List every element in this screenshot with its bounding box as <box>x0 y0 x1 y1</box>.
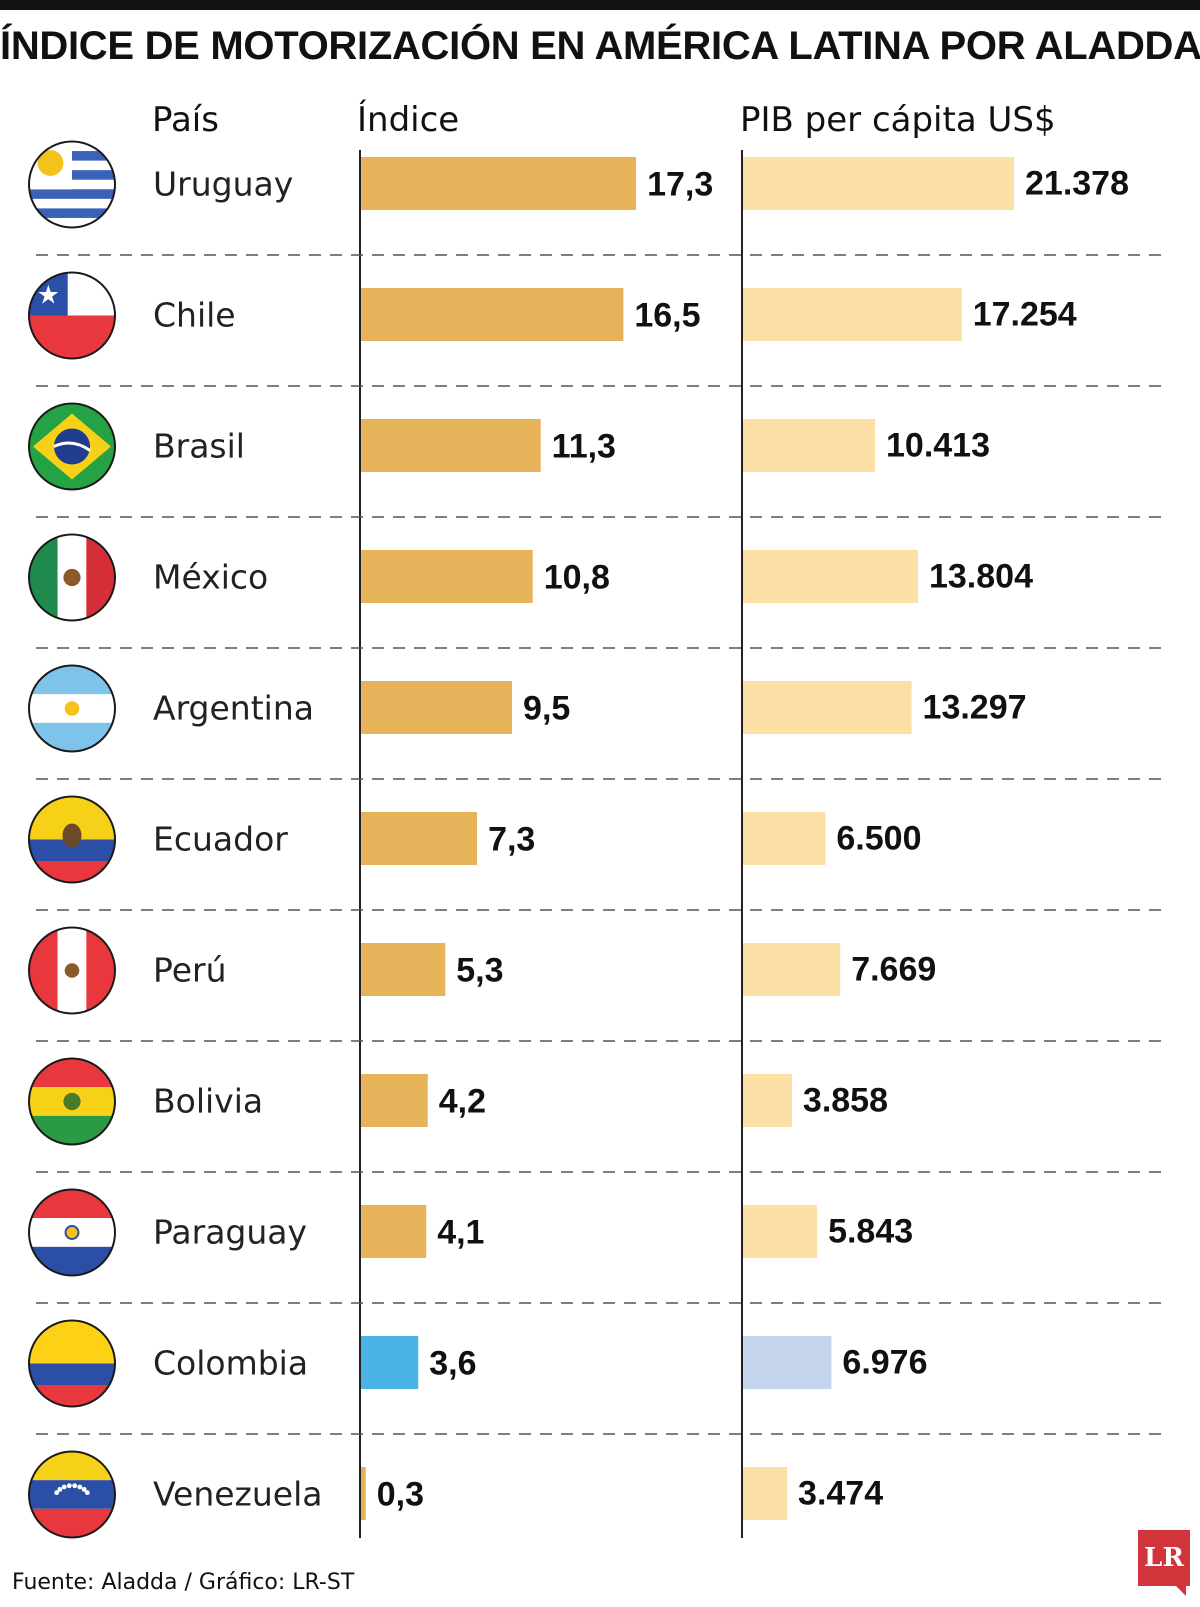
gdp-value-label: 13.804 <box>929 558 1033 596</box>
mexico-flag <box>28 533 116 622</box>
index-value-label: 16,5 <box>634 297 700 335</box>
index-value-label: 17,3 <box>647 166 713 204</box>
country-label: Uruguay <box>153 165 293 204</box>
svg-text:★: ★ <box>37 280 60 310</box>
index-value-label: 4,1 <box>437 1214 484 1252</box>
country-header: País <box>152 100 219 140</box>
index-value-label: 4,2 <box>439 1083 486 1121</box>
country-label: Bolivia <box>153 1082 263 1121</box>
uruguay-flag <box>28 140 116 229</box>
gdp-value-label: 17.254 <box>973 296 1077 334</box>
index-value-label: 10,8 <box>544 559 610 597</box>
index-value-label: 3,6 <box>429 1345 476 1383</box>
chart-title: ÍNDICE DE MOTORIZACIÓN EN AMÉRICA LATINA… <box>0 24 1200 68</box>
index-value-label: 0,3 <box>377 1476 424 1514</box>
bolivia-flag <box>28 1057 116 1146</box>
index-bar <box>361 550 533 603</box>
index-bar <box>361 419 541 472</box>
source-footer: Fuente: Aladda / Gráfico: LR-ST <box>12 1570 355 1595</box>
chile-flag: ★ <box>28 271 116 360</box>
gdp-axis <box>741 150 743 1538</box>
gdp-value-label: 3.858 <box>803 1082 888 1120</box>
gdp-bar <box>743 1074 792 1127</box>
gdp-value-label: 6.500 <box>836 820 921 858</box>
gdp-bar <box>743 812 826 865</box>
gdp-bar <box>743 681 912 734</box>
country-label: Perú <box>153 951 227 990</box>
gdp-bar <box>743 1205 818 1258</box>
lr-logo: LR <box>1138 1530 1190 1596</box>
gdp-bar <box>743 550 918 603</box>
index-bar <box>361 288 624 341</box>
colombia-flag <box>28 1319 116 1408</box>
index-bar <box>361 943 446 996</box>
gdp-bar <box>743 288 962 341</box>
index-bar <box>361 1467 366 1520</box>
index-value-label: 7,3 <box>488 821 535 859</box>
top-rule <box>0 0 1200 10</box>
gdp-bar <box>743 419 876 472</box>
index-value-label: 5,3 <box>456 952 503 990</box>
argentina-flag <box>28 664 116 753</box>
index-value-label: 11,3 <box>552 428 616 466</box>
index-header: Índice <box>357 100 460 140</box>
country-label: Chile <box>153 296 236 335</box>
country-label: Ecuador <box>153 820 288 859</box>
paraguay-flag <box>28 1188 116 1277</box>
peru-flag <box>28 926 116 1015</box>
gdp-value-label: 10.413 <box>886 427 990 465</box>
country-label: México <box>153 558 268 597</box>
gdp-value-label: 13.297 <box>923 689 1027 727</box>
brasil-flag <box>28 402 116 491</box>
gdp-bar <box>743 1467 788 1520</box>
country-label: Colombia <box>153 1344 308 1383</box>
country-label: Paraguay <box>153 1213 307 1252</box>
gdp-value-label: 5.843 <box>828 1213 913 1251</box>
gdp-bar <box>743 943 841 996</box>
index-bar <box>361 1205 427 1258</box>
index-axis <box>359 150 361 1538</box>
gdp-value-label: 7.669 <box>851 951 936 989</box>
country-label: Venezuela <box>153 1475 322 1514</box>
gdp-bar <box>743 157 1014 210</box>
gdp-value-label: 6.976 <box>842 1344 927 1382</box>
index-bar <box>361 681 513 734</box>
country-label: Argentina <box>153 689 314 728</box>
index-bar <box>361 1074 428 1127</box>
country-label: Brasil <box>153 427 245 466</box>
ecuador-flag <box>28 795 116 884</box>
gdp-value-label: 3.474 <box>798 1475 883 1513</box>
index-value-label: 9,5 <box>523 690 570 728</box>
venezuela-flag <box>28 1450 116 1539</box>
index-bar <box>361 812 478 865</box>
gdp-bar <box>743 1336 832 1389</box>
index-bar <box>361 1336 419 1389</box>
index-bar <box>361 157 637 210</box>
gdp-value-label: 21.378 <box>1025 165 1129 203</box>
gdp-header: PIB per cápita US$ <box>740 100 1056 140</box>
